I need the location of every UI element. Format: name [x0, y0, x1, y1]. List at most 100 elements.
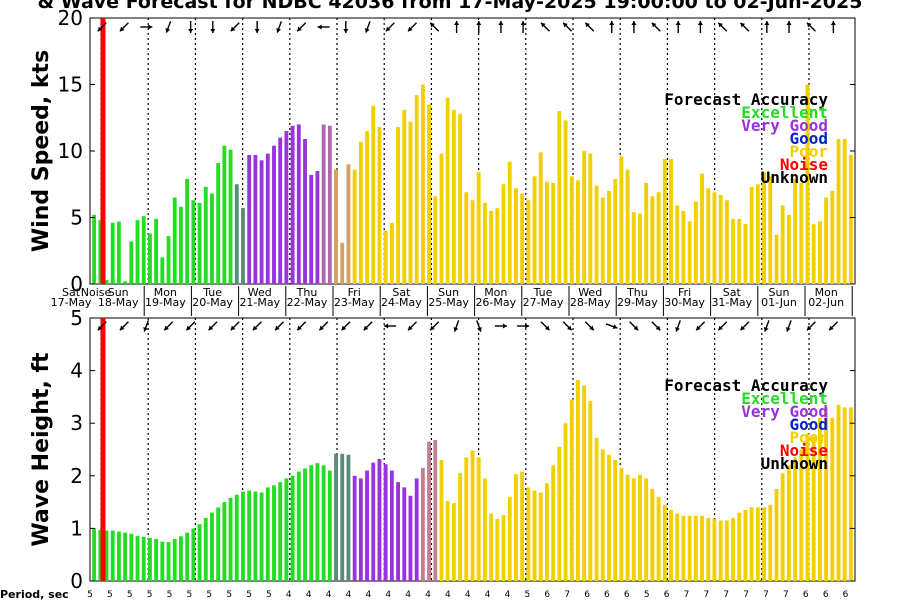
bar — [712, 518, 717, 581]
bar — [433, 440, 438, 581]
bar — [265, 153, 270, 284]
day-name: Sun — [438, 286, 459, 299]
period-value: 4 — [445, 590, 451, 600]
direction-arrow — [274, 321, 285, 331]
bar — [749, 186, 754, 284]
arrow-head — [408, 26, 413, 32]
arrow-head — [740, 22, 746, 28]
direction-arrow — [786, 320, 792, 332]
period-value: 6 — [803, 590, 809, 600]
day-date: 21-May — [239, 296, 280, 309]
bar — [848, 154, 853, 284]
bar — [476, 172, 481, 284]
legend-entry: Noise — [780, 441, 828, 460]
direction-arrow — [517, 323, 530, 329]
bar — [340, 242, 345, 284]
day-date: 31-May — [711, 296, 752, 309]
bar — [420, 84, 425, 284]
bar — [185, 532, 190, 581]
direction-arrow — [651, 321, 661, 331]
direction-arrow — [717, 321, 728, 331]
arrow-head — [525, 323, 530, 329]
arrow-head — [806, 22, 812, 28]
legend-entry: Good — [789, 129, 828, 148]
day-date: 30-May — [664, 296, 705, 309]
bar — [352, 475, 357, 581]
arrow-head — [763, 327, 769, 332]
bar — [179, 206, 183, 284]
bar — [396, 482, 400, 581]
bar — [768, 504, 773, 581]
direction-arrow — [208, 321, 218, 331]
period-value: 5 — [226, 590, 232, 600]
arrow-head — [186, 325, 192, 331]
bar — [470, 200, 475, 284]
arrow-head — [631, 21, 637, 25]
bar — [780, 473, 785, 581]
bar — [296, 471, 301, 581]
bar — [241, 491, 245, 581]
bar — [848, 407, 853, 581]
bar — [358, 141, 363, 284]
direction-arrow — [341, 321, 351, 331]
bar — [160, 541, 165, 581]
bar — [346, 164, 351, 284]
arrow-head — [476, 21, 482, 25]
arrow-head — [589, 325, 594, 331]
direction-arrow — [697, 21, 703, 33]
direction-arrow — [806, 22, 816, 32]
arrow-head — [164, 325, 169, 331]
direction-arrow — [254, 21, 260, 33]
arrow-head — [275, 325, 280, 331]
bar — [284, 131, 289, 284]
bar — [607, 454, 611, 581]
period-value: 5 — [87, 590, 93, 600]
direction-arrow — [343, 21, 349, 33]
bar — [576, 380, 580, 581]
bar — [817, 417, 822, 581]
arrow-head — [609, 21, 615, 25]
bar — [433, 196, 438, 284]
bar — [799, 449, 804, 581]
bar — [731, 517, 735, 581]
arrow-head — [384, 323, 389, 329]
arrow-head — [563, 22, 568, 28]
bar — [92, 528, 97, 581]
legend-entry: Unknown — [761, 454, 828, 473]
bar — [284, 478, 289, 581]
day-name: Sat — [62, 286, 81, 299]
y-tick-label: 2 — [70, 464, 83, 488]
bar — [619, 467, 624, 581]
arrow-head — [165, 28, 171, 33]
legend-entry: Very Good — [741, 116, 828, 135]
direction-arrow — [540, 321, 550, 331]
period-value: 6 — [664, 590, 670, 600]
direction-arrow — [806, 321, 816, 331]
bar — [451, 109, 456, 285]
direction-arrow — [675, 320, 681, 332]
day-date: 23-May — [334, 296, 375, 309]
bar — [563, 423, 568, 581]
day-date: 18-May — [98, 296, 139, 309]
bar — [166, 542, 171, 581]
wave-height-panel: 0 1 2 3 4 5 Wave Height, ft Forecast AccuracyEx… — [29, 306, 856, 593]
bar — [582, 151, 587, 284]
bar — [600, 197, 605, 284]
bar — [687, 515, 692, 581]
direction-arrow — [786, 21, 792, 33]
arrow-head — [430, 325, 435, 331]
y-axis-label: Wave Height, ft — [29, 352, 54, 547]
bar — [458, 113, 463, 284]
bar — [545, 181, 549, 284]
bar — [718, 520, 723, 581]
arrow-head — [675, 327, 680, 332]
bar — [315, 170, 320, 284]
direction-arrow — [605, 323, 618, 330]
period-value: 4 — [405, 590, 411, 600]
period-value: 4 — [366, 590, 372, 600]
period-value: 4 — [326, 590, 332, 600]
bar — [197, 202, 202, 284]
bar — [786, 214, 791, 284]
